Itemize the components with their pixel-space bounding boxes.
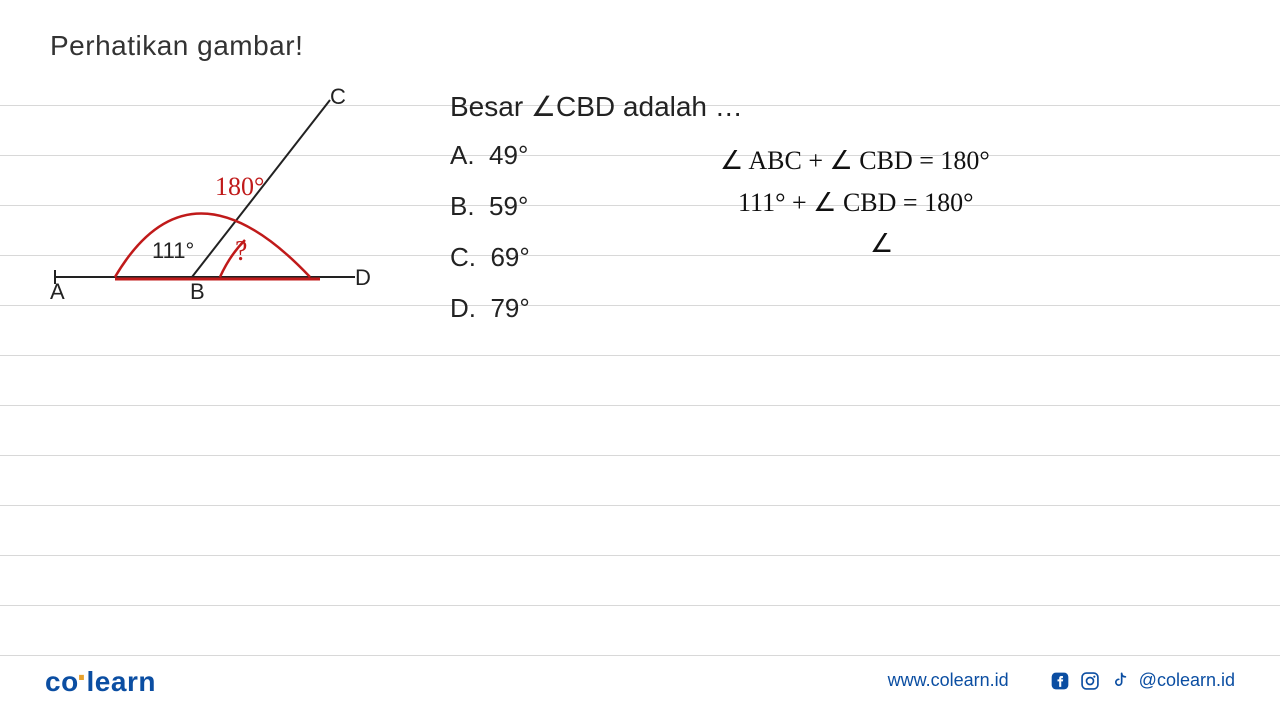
option-a: A. 49° — [450, 140, 530, 171]
svg-text:A: A — [50, 279, 65, 304]
svg-text:B: B — [190, 279, 205, 304]
tiktok-icon — [1109, 670, 1131, 692]
page: Perhatikan gambar! A B D C 111° 180°? Besar ∠… — [0, 0, 1280, 720]
svg-text:D: D — [355, 265, 371, 290]
answer-options: A. 49° B. 59° C. 69° D. 79° — [450, 140, 530, 344]
svg-text:C: C — [330, 84, 346, 109]
option-c: C. 69° — [450, 242, 530, 273]
svg-text:?: ? — [235, 236, 247, 267]
facebook-icon — [1049, 670, 1071, 692]
question-text: Besar ∠CBD adalah … — [450, 90, 743, 123]
social-handle: @colearn.id — [1139, 670, 1235, 691]
question-title: Perhatikan gambar! — [50, 30, 303, 62]
svg-text:111°: 111° — [152, 238, 194, 263]
option-d: D. 79° — [450, 293, 530, 324]
instagram-icon — [1079, 670, 1101, 692]
footer-right: www.colearn.id @colearn.id — [888, 670, 1235, 692]
footer: co·learn www.colearn.id @colearn.id — [0, 661, 1280, 700]
brand-logo: co·learn — [45, 661, 156, 700]
working-line-3: ∠ — [720, 223, 990, 265]
footer-url: www.colearn.id — [888, 670, 1009, 691]
social-links: @colearn.id — [1049, 670, 1235, 692]
option-b: B. 59° — [450, 191, 530, 222]
geometry-diagram: A B D C 111° 180°? — [20, 80, 400, 320]
handwritten-working: ∠ ABC + ∠ CBD = 180° 111° + ∠ CBD = 180°… — [720, 140, 990, 265]
working-line-2: 111° + ∠ CBD = 180° — [720, 182, 990, 224]
svg-text:180°: 180° — [215, 172, 264, 201]
working-line-1: ∠ ABC + ∠ CBD = 180° — [720, 140, 990, 182]
